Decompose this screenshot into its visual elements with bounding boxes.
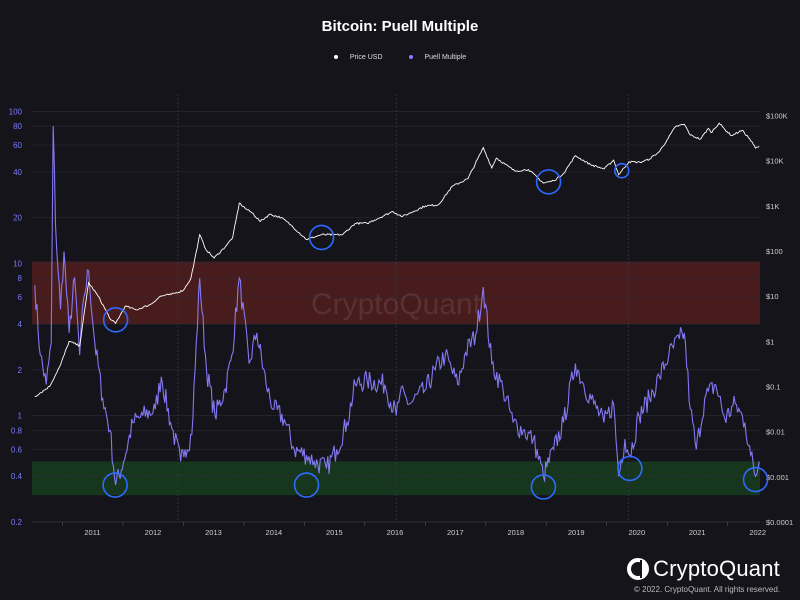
right-axis-tick-label: $0.001 bbox=[766, 473, 789, 482]
legend-label-price: Price USD bbox=[349, 54, 383, 61]
left-axis-tick-label: 100 bbox=[9, 107, 23, 116]
left-axis-tick-label: 0.8 bbox=[11, 426, 23, 435]
x-axis-tick-label: 2019 bbox=[568, 528, 585, 537]
series-line-puell-multiple bbox=[34, 126, 760, 486]
left-axis-tick-label: 20 bbox=[13, 214, 22, 223]
right-axis-tick-label: $1K bbox=[766, 202, 779, 211]
highlight-circle bbox=[308, 224, 335, 251]
highlight-circle bbox=[530, 474, 557, 500]
x-axis-tick-label: 2014 bbox=[266, 528, 283, 537]
left-axis-tick-label: 1 bbox=[18, 412, 23, 421]
x-axis-tick-label: 2017 bbox=[447, 528, 464, 537]
cryptoquant-logo-icon bbox=[627, 558, 650, 580]
legend-item-price[interactable]: Price USD bbox=[328, 54, 389, 61]
right-axis-tick-label: $100K bbox=[766, 112, 788, 121]
highlight-circle bbox=[102, 307, 129, 333]
left-axis-tick-label: 40 bbox=[13, 168, 22, 177]
highlight-circle bbox=[102, 472, 128, 498]
x-axis-tick-label: 2016 bbox=[387, 528, 404, 537]
left-axis-tick-label: 6 bbox=[18, 293, 23, 302]
highlight-circle bbox=[617, 455, 643, 482]
right-axis-tick-label: $10 bbox=[766, 292, 779, 301]
left-axis-tick-label: 60 bbox=[13, 141, 22, 150]
right-axis-tick-label: $100 bbox=[766, 247, 783, 256]
legend: Price USD Puell Multiple bbox=[0, 54, 800, 61]
x-axis-tick-label: 2012 bbox=[145, 528, 162, 537]
legend-item-puell[interactable]: Puell Multiple bbox=[403, 54, 473, 61]
watermark-text: CryptoQuant bbox=[311, 288, 482, 321]
legend-swatch-puell bbox=[408, 55, 413, 60]
highlight-circle bbox=[742, 466, 769, 493]
left-axis-tick-label: 2 bbox=[18, 366, 23, 375]
left-axis-tick-label: 10 bbox=[13, 259, 22, 268]
highlight-circle bbox=[535, 169, 562, 195]
right-axis-tick-label: $0.1 bbox=[766, 383, 781, 392]
x-axis-tick-label: 2011 bbox=[84, 528, 100, 537]
x-axis-tick-label: 2018 bbox=[507, 528, 524, 537]
left-axis-tick-label: 4 bbox=[18, 320, 23, 329]
brand-logo: CryptoQuant bbox=[627, 556, 780, 582]
copyright: © 2022. CryptoQuant. All rights reserved… bbox=[634, 585, 780, 594]
left-axis-tick-label: 0.6 bbox=[11, 445, 23, 454]
right-axis-tick-label: $1 bbox=[766, 337, 774, 346]
legend-swatch-price bbox=[333, 55, 338, 60]
x-axis-tick-label: 2020 bbox=[628, 528, 645, 537]
right-axis-tick-label: $10K bbox=[766, 157, 784, 166]
highlight-circle bbox=[613, 162, 630, 179]
right-axis-tick-label: $0.0001 bbox=[766, 518, 793, 527]
highlight-circle bbox=[293, 472, 320, 498]
x-axis-tick-label: 2022 bbox=[749, 528, 766, 537]
left-axis-tick-label: 80 bbox=[13, 122, 22, 131]
left-axis-tick-label: 0.4 bbox=[11, 472, 23, 481]
x-axis-tick-label: 2015 bbox=[326, 528, 343, 537]
x-axis-tick-label: 2013 bbox=[205, 528, 222, 537]
left-axis-tick-label: 8 bbox=[18, 274, 23, 283]
x-axis-tick-label: 2021 bbox=[689, 528, 706, 537]
brand-name: CryptoQuant bbox=[653, 556, 780, 581]
right-axis-tick-label: $0.01 bbox=[766, 428, 785, 437]
left-axis-tick-label: 0.2 bbox=[11, 518, 23, 527]
legend-label-puell: Puell Multiple bbox=[424, 54, 467, 61]
series-line-price-usd bbox=[34, 122, 760, 397]
chart-title: Bitcoin: Puell Multiple bbox=[321, 18, 479, 35]
